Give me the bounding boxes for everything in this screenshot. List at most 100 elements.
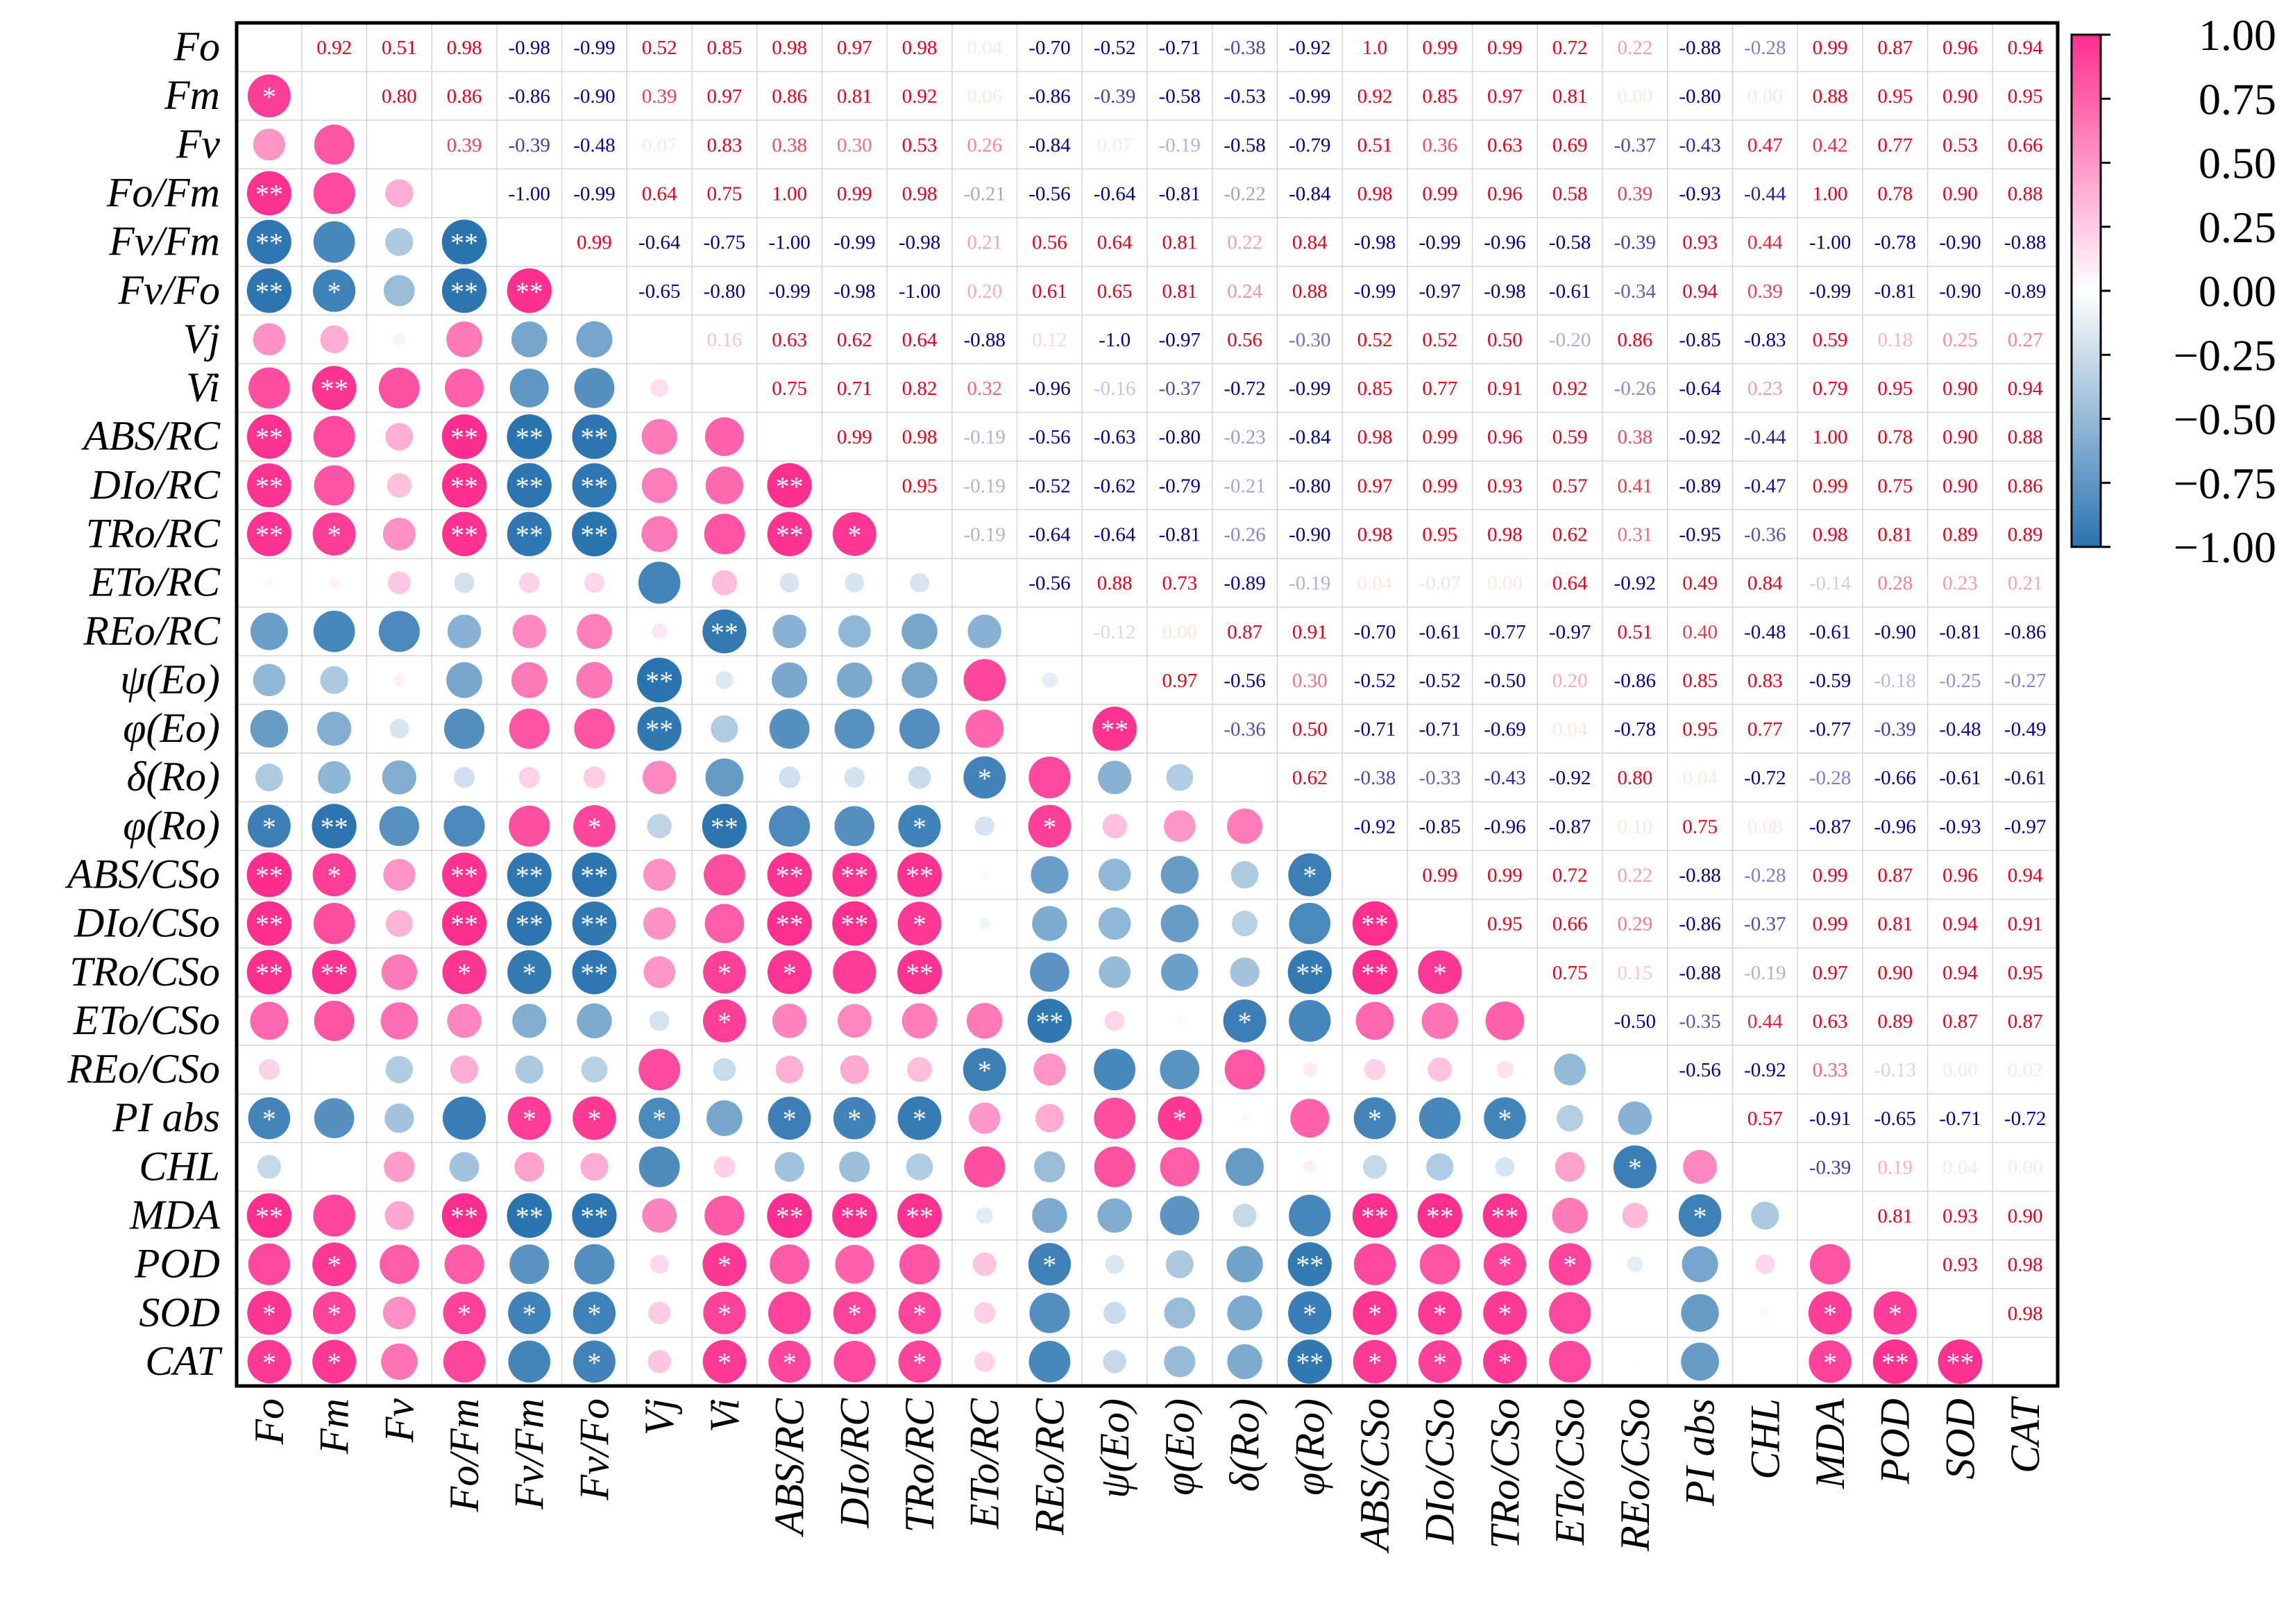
coefficient-label: -0.65 — [1874, 1108, 1916, 1130]
correlation-circle — [312, 950, 357, 995]
correlation-circle — [1290, 1099, 1330, 1138]
correlation-circle — [518, 572, 540, 593]
coefficient-label: 0.31 — [1617, 524, 1652, 546]
correlation-circle — [1303, 1160, 1316, 1174]
coefficient-label: 0.75 — [772, 378, 807, 400]
significance-mark: ** — [1491, 1201, 1518, 1233]
coefficient-label: 0.89 — [1942, 524, 1978, 546]
correlation-circle — [768, 805, 811, 847]
coefficient-label: 0.62 — [1552, 524, 1588, 546]
correlation-circle — [312, 366, 357, 410]
correlation-circle — [832, 1193, 877, 1238]
coefficient-label: -0.28 — [1809, 767, 1851, 789]
correlation-circle — [1352, 901, 1398, 946]
correlation-circle — [442, 852, 486, 897]
coefficient-label: 0.66 — [1552, 913, 1588, 936]
coefficient-label: -0.64 — [1028, 524, 1071, 546]
coefficient-label: -0.25 — [1939, 670, 1981, 692]
significance-mark: ** — [580, 471, 608, 502]
coefficient-label: -0.56 — [1028, 183, 1070, 205]
coefficient-label: -0.99 — [1289, 378, 1330, 400]
coefficient-label: 0.75 — [1682, 815, 1718, 838]
correlation-circle — [1097, 1198, 1132, 1233]
correlation-circle — [443, 709, 485, 750]
coefficient-label: 0.85 — [1357, 378, 1393, 400]
x-axis-label: CAT — [2002, 1396, 2048, 1473]
correlation-circle — [1160, 1196, 1200, 1235]
significance-mark: * — [978, 763, 992, 794]
correlation-circle — [980, 870, 990, 879]
correlation-circle — [1353, 1339, 1397, 1384]
correlation-circle — [250, 709, 289, 748]
y-axis-label: Fo — [173, 24, 220, 69]
coefficient-label: -0.36 — [1744, 524, 1786, 546]
correlation-circle — [449, 1151, 480, 1182]
coefficient-label: 1.0 — [1362, 37, 1387, 59]
significance-mark: * — [1498, 1347, 1512, 1378]
colorbar-tick-label: −0.25 — [2174, 330, 2276, 380]
significance-mark: * — [262, 1103, 276, 1135]
coefficient-label: -0.39 — [1809, 1156, 1851, 1178]
significance-mark: * — [1173, 1103, 1187, 1135]
coefficient-label: -0.33 — [1419, 767, 1461, 789]
correlation-circle — [333, 1165, 336, 1168]
coefficient-label: 0.77 — [1877, 134, 1913, 156]
y-axis-label: PI abs — [112, 1094, 220, 1140]
coefficient-label: 0.59 — [1813, 329, 1848, 351]
correlation-circle — [833, 1292, 876, 1335]
correlation-circle — [767, 901, 812, 946]
correlation-circle — [382, 518, 416, 550]
colorbar-tick-label: 0.75 — [2199, 74, 2276, 124]
correlation-circle — [507, 1193, 552, 1238]
coefficient-label: -0.92 — [1354, 815, 1396, 838]
coefficient-label: 0.84 — [1747, 573, 1783, 595]
correlation-circle — [450, 1055, 479, 1084]
correlation-circle — [1622, 1202, 1648, 1229]
correlation-circle — [378, 367, 420, 409]
correlation-circle — [1426, 1153, 1454, 1181]
coefficient-label: 0.99 — [837, 183, 872, 205]
coefficient-label: -0.64 — [1094, 183, 1136, 205]
significance-mark: ** — [516, 1201, 543, 1233]
y-axis-label: CHL — [139, 1143, 220, 1189]
significance-mark: * — [847, 520, 861, 551]
coefficient-label: 0.27 — [2008, 329, 2043, 351]
coefficient-label: 0.94 — [1942, 962, 1978, 984]
coefficient-label: -0.88 — [964, 329, 1006, 351]
coefficient-label: -0.37 — [1614, 134, 1656, 156]
coefficient-label: -0.52 — [1094, 37, 1135, 59]
coefficient-label: -0.93 — [1939, 815, 1981, 838]
coefficient-label: 0.77 — [1422, 378, 1457, 400]
correlation-circle — [705, 758, 744, 797]
coefficient-label: 0.94 — [1942, 913, 1978, 936]
coefficient-label: 0.22 — [1227, 232, 1262, 254]
correlation-circle — [314, 465, 355, 506]
correlation-circle — [643, 956, 675, 988]
correlation-circle — [320, 666, 348, 695]
coefficient-label: 0.02 — [2008, 1059, 2043, 1081]
y-axis-label: TRo/RC — [86, 511, 221, 557]
correlation-circle — [384, 1103, 414, 1133]
correlation-circle — [384, 1201, 414, 1230]
correlation-circle — [1224, 1049, 1265, 1090]
correlation-circle — [258, 1058, 280, 1081]
correlation-circle — [572, 463, 617, 508]
coefficient-label: 0.04 — [1682, 767, 1718, 789]
correlation-circle — [713, 1058, 736, 1081]
correlation-circle — [573, 805, 616, 847]
correlation-circle — [314, 124, 355, 165]
correlation-circle — [901, 613, 938, 650]
correlation-circle — [312, 853, 356, 897]
coefficient-label: 0.81 — [1162, 280, 1197, 303]
coefficient-label: -0.88 — [2004, 232, 2046, 254]
correlation-circle — [772, 1004, 807, 1038]
coefficient-label: -0.66 — [1874, 767, 1916, 789]
coefficient-label: 0.88 — [2008, 426, 2043, 448]
coefficient-label: -0.19 — [1744, 962, 1786, 984]
correlation-circle — [313, 416, 355, 458]
correlation-circle — [253, 323, 286, 356]
coefficient-label: -0.92 — [1289, 37, 1330, 59]
significance-mark: * — [847, 1299, 861, 1330]
coefficient-label: -0.90 — [1874, 621, 1916, 643]
